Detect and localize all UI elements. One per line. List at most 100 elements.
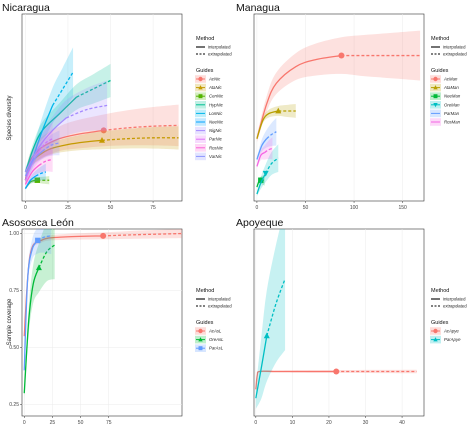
legend-guide-label: ParNic bbox=[209, 137, 223, 142]
plot-frame bbox=[253, 228, 425, 417]
series-layer bbox=[24, 47, 179, 190]
confidence-band bbox=[256, 104, 296, 140]
legend-guide-label: LonNic bbox=[209, 111, 223, 116]
confidence-band bbox=[256, 144, 279, 197]
panel-title-apoyeque: Apoyeque bbox=[236, 217, 283, 229]
series-line-interpolated bbox=[255, 370, 337, 390]
legend-method-title: Method bbox=[196, 36, 214, 42]
y-axis-label-coverage: Sample coverage bbox=[7, 298, 13, 345]
confidence-band bbox=[25, 80, 108, 176]
x-tick-label: 150 bbox=[398, 205, 407, 211]
confidence-band bbox=[24, 229, 52, 374]
legend-guide-marker bbox=[198, 94, 203, 99]
confidence-band bbox=[25, 63, 111, 175]
legend-guide-label: NigNic bbox=[209, 128, 223, 133]
x-tick-label: 75 bbox=[150, 205, 156, 211]
plot-area-apoyeque: 0 10 20 30 40 bbox=[253, 228, 425, 426]
legend-method-label: interpolated bbox=[443, 45, 466, 50]
legend-method-title: Method bbox=[196, 288, 214, 294]
observed-point-marker bbox=[100, 232, 107, 239]
series-line-interpolated bbox=[256, 138, 268, 160]
observed-point-marker bbox=[263, 332, 270, 339]
legend-method-label: extrapolated bbox=[208, 52, 232, 57]
plot-area-nicaragua: 0 25 50 75 bbox=[21, 13, 183, 211]
legend-managua: Method interpolated extrapolated Guides AcMa… bbox=[430, 36, 467, 126]
legend-guides-title: Guides bbox=[196, 320, 214, 326]
series-line-interpolated bbox=[24, 164, 40, 185]
legend-guide-marker bbox=[433, 328, 438, 334]
series-line-extrapolated bbox=[266, 278, 286, 337]
series-line-extrapolated bbox=[66, 104, 108, 119]
y-axis-label-diversity: Species diversity bbox=[7, 95, 13, 140]
legend-guide-label: ParAsL bbox=[209, 346, 224, 351]
series-line-extrapolated bbox=[42, 142, 60, 152]
legend-guide-label: NeeMan bbox=[444, 94, 461, 99]
plot-area-managua: 0 50 100 150 bbox=[253, 13, 425, 211]
observed-point-marker bbox=[262, 170, 269, 177]
confidence-band bbox=[24, 229, 55, 399]
observed-point-marker bbox=[35, 264, 42, 271]
observed-point-marker bbox=[275, 107, 282, 114]
confidence-band bbox=[25, 104, 179, 184]
y-tick-label: 0.25 bbox=[9, 402, 19, 408]
panel-title-nicaragua: Nicaragua bbox=[2, 2, 50, 14]
legend-guide-marker bbox=[198, 328, 203, 334]
legend-method-label: interpolated bbox=[208, 297, 231, 302]
legend-method-title: Method bbox=[431, 36, 449, 42]
observed-point-marker bbox=[258, 177, 264, 183]
y-tick-label: 1.00 bbox=[9, 231, 19, 237]
legend-guide-label: OreAsL bbox=[209, 337, 224, 342]
x-tick-label: 0 bbox=[256, 205, 259, 211]
series-line-extrapolated bbox=[264, 147, 273, 154]
series-line-extrapolated bbox=[38, 244, 56, 269]
observed-point-marker bbox=[35, 237, 41, 244]
observed-point-marker bbox=[100, 127, 107, 134]
series-line-interpolated bbox=[24, 117, 67, 173]
series-layer bbox=[256, 30, 421, 197]
legend-guide-marker bbox=[198, 346, 203, 351]
legend-guide-label: RosMan bbox=[444, 120, 461, 125]
x-tick-label: 50 bbox=[78, 420, 84, 426]
legend-guide-label: AcApye bbox=[443, 329, 459, 334]
legend-nicaragua: Method interpolated extrapolated Guides AcNi… bbox=[195, 36, 232, 161]
legend-guide-label: AcNic bbox=[208, 77, 221, 82]
observed-point-marker bbox=[333, 368, 340, 375]
x-tick-label: 50 bbox=[108, 205, 114, 211]
series-line-interpolated bbox=[24, 175, 37, 189]
plot-area-asososca-leon: 0 25 50 75 0.25 0.50 0.75 1.00 bbox=[9, 228, 183, 426]
legend-method-label: extrapolated bbox=[208, 304, 232, 309]
series-line-interpolated bbox=[256, 151, 266, 167]
legend-guide-label: AcMan bbox=[443, 77, 458, 82]
legend-guide-label: RosNic bbox=[209, 145, 224, 150]
legend-guide-marker bbox=[198, 337, 203, 342]
observed-point-marker bbox=[338, 52, 345, 59]
series-layer bbox=[23, 229, 182, 399]
series-line-interpolated bbox=[23, 240, 39, 371]
panel-title-managua: Managua bbox=[236, 2, 280, 14]
confidence-band bbox=[25, 126, 179, 182]
legend-guide-label: VarNic bbox=[209, 154, 223, 159]
legend-guide-marker bbox=[198, 85, 203, 90]
legend-guide-label: AcAsL bbox=[208, 329, 222, 334]
x-tick-label: 30 bbox=[363, 420, 369, 426]
legend-guide-label: NeeNic bbox=[209, 120, 224, 125]
legend-guide-marker bbox=[433, 337, 438, 342]
series-line-interpolated bbox=[24, 150, 43, 177]
confidence-band bbox=[255, 229, 286, 409]
legend-guide-label: AtaNic bbox=[208, 85, 223, 90]
confidence-band bbox=[25, 130, 60, 178]
legend-guide-label: HypNic bbox=[209, 102, 224, 107]
legend-guide-marker bbox=[198, 76, 203, 82]
legend-guide-label: CenNic bbox=[209, 94, 224, 99]
legend-guide-label: ParMan bbox=[444, 111, 460, 116]
series-line-interpolated bbox=[256, 54, 342, 139]
legend-asososca-leon: Method interpolated extrapolated Guides AcAs… bbox=[195, 288, 232, 352]
legend-guides-title: Guides bbox=[431, 68, 449, 74]
plot-frame bbox=[21, 228, 183, 417]
x-tick-label: 25 bbox=[65, 205, 71, 211]
legend-guide-marker bbox=[433, 85, 438, 90]
plot-frame bbox=[21, 13, 183, 202]
observed-point-marker bbox=[99, 137, 105, 143]
x-tick-label: 100 bbox=[350, 205, 359, 211]
